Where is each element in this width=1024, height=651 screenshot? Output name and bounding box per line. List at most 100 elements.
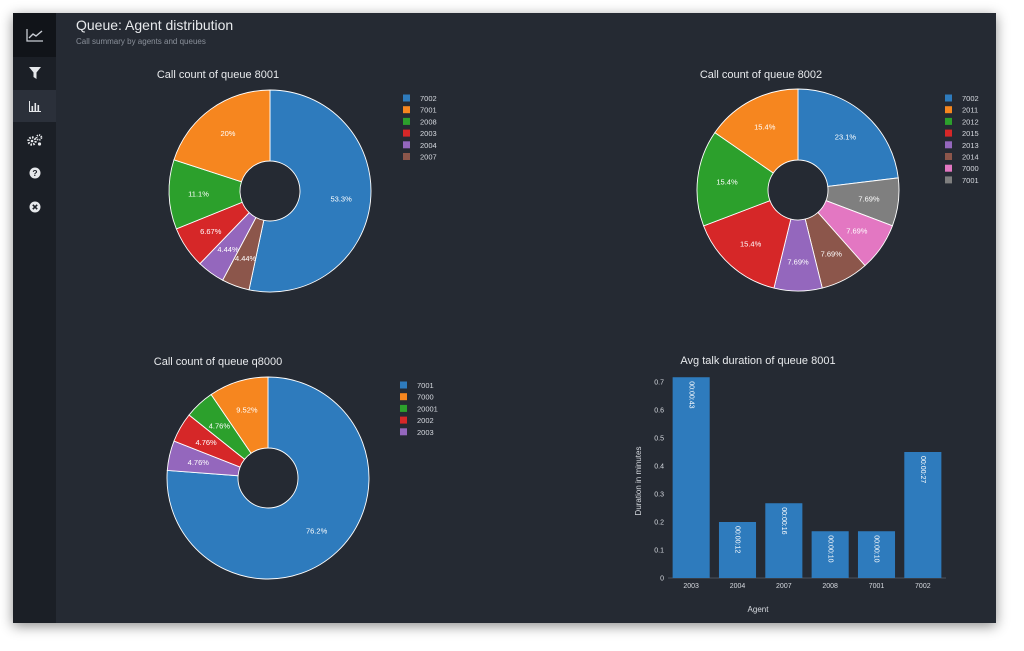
legend-swatch [403,106,410,114]
pie-slice-7002[interactable] [248,89,372,293]
legend-item-2003[interactable]: 2003 [417,428,434,437]
slice-label: 4.44% [235,254,257,263]
slice-label: 4.44% [217,245,239,254]
legend-swatch [400,381,407,389]
y-tick-label: 0.2 [654,520,664,527]
legend-swatch [945,117,952,125]
legend-item-7001[interactable]: 7001 [962,176,979,185]
bar-2008[interactable] [811,531,849,578]
sidebar: ? [13,13,56,623]
bar-2007[interactable] [765,503,803,578]
slice-label: 7.69% [846,227,868,236]
pie-slice-7001[interactable] [173,89,271,183]
bar-value-label: 00:00:16 [780,507,787,534]
bar-2003[interactable] [672,377,710,578]
legend-item-2007[interactable]: 2007 [420,153,437,162]
slice-label: 6.67% [200,227,222,236]
legend-swatch [945,94,952,102]
x-tick-label: 7001 [869,583,885,590]
legend-item-2015[interactable]: 2015 [962,129,979,138]
pie-chart-queue-q8000: Call count of queue q8000 76.2% 4.76% 4.76… [154,356,438,580]
y-tick-label: 0.3 [654,492,664,499]
slice-label: 7.69% [821,249,843,258]
y-axis-title: Duration in minutes [634,447,643,516]
legend-item-7002[interactable]: 7002 [962,94,979,103]
legend-item-7000[interactable]: 7000 [962,164,979,173]
slice-label: 15.4% [754,123,776,132]
legend-item-2004[interactable]: 2004 [420,141,437,150]
legend-item-7002[interactable]: 7002 [420,94,437,103]
slice-label: 4.76% [195,438,217,447]
pie-slice-7002[interactable] [797,88,899,187]
legend-swatch [400,404,407,412]
trend-chart-icon [25,29,43,42]
sidebar-item-help[interactable]: ? [13,157,56,189]
x-tick-label: 2007 [776,583,792,590]
legend-swatch [945,153,952,160]
legend-item-2012[interactable]: 2012 [962,117,979,126]
legend-item-2003[interactable]: 2003 [420,129,437,138]
legend-swatch [403,94,410,102]
pie-slice-2015[interactable] [703,200,792,289]
slice-label: 15.4% [740,240,762,249]
legend-item-2014[interactable]: 2014 [962,153,979,162]
x-tick-label: 7002 [915,583,931,590]
slice-label: 15.4% [716,177,738,186]
pie-slice-7000[interactable] [210,376,269,454]
slice-label: 11.1% [188,190,209,199]
y-tick-label: 0.4 [654,464,664,471]
chart-title: Call count of queue q8000 [154,356,282,368]
x-tick-label: 2008 [822,583,838,590]
legend-item-2013[interactable]: 2013 [962,141,979,150]
dashboard-charts: Call count of queue 8001 53.3% 4.44%4.44%… [154,69,979,614]
legend-swatch [945,129,952,137]
legend-swatch [400,393,407,401]
y-tick-label: 0.7 [654,380,664,387]
y-tick-label: 0 [660,576,664,583]
slice-label: 4.76% [188,458,210,467]
bar-value-label: 00:00:10 [873,535,880,562]
bar-value-label: 00:00:10 [826,535,833,562]
slice-label: 20% [220,129,235,138]
chart-title: Avg talk duration of queue 8001 [680,355,835,367]
sidebar-item-filter[interactable] [13,57,56,89]
legend-item-2011[interactable]: 2011 [962,106,978,115]
settings-gears-icon [26,134,42,146]
legend-item-2008[interactable]: 2008 [420,117,437,126]
y-tick-label: 0.5 [654,436,664,443]
legend-swatch [400,428,407,436]
legend-swatch [403,129,410,137]
bar-7001[interactable] [857,531,896,578]
y-tick-label: 0.6 [654,408,664,415]
x-axis-title: Agent [748,605,770,614]
sidebar-item-exit[interactable] [13,191,56,223]
legend-swatch [403,153,410,160]
legend-item-7001[interactable]: 7001 [417,381,434,390]
pie-slice-2012[interactable] [696,132,774,227]
legend-item-2002[interactable]: 2002 [417,416,434,425]
filter-icon [28,67,41,79]
sidebar-item-settings[interactable] [13,124,56,156]
pie-chart-queue-8001: Call count of queue 8001 53.3% 4.44%4.44%… [157,69,437,293]
legend-item-7000[interactable]: 7000 [417,393,434,402]
legend-swatch [945,176,952,184]
bar-value-label: 00:00:43 [687,381,694,408]
slice-label: 7.69% [858,195,880,204]
bar-7002[interactable] [904,452,942,578]
x-tick-label: 2004 [730,583,746,590]
legend-item-20001[interactable]: 20001 [417,404,438,413]
chart-title: Call count of queue 8002 [700,69,822,81]
bar-2004[interactable] [718,522,757,578]
pie-slice-7001[interactable] [166,376,370,580]
sidebar-item-charts[interactable] [13,90,56,122]
svg-text:?: ? [32,168,37,178]
page-subtitle: Call summary by agents and queues [76,37,206,46]
slice-label: 23.1% [835,132,857,141]
legend-item-7001[interactable]: 7001 [420,106,437,115]
sidebar-item-trends[interactable] [13,13,56,57]
slice-label: 53.3% [330,194,352,203]
legend-swatch [945,106,952,114]
pie-slice-2011[interactable] [714,88,799,174]
bar-chart-avg-talk-duration: Avg talk duration of queue 8001 Agent Du… [634,355,946,614]
legend-swatch [403,141,410,149]
